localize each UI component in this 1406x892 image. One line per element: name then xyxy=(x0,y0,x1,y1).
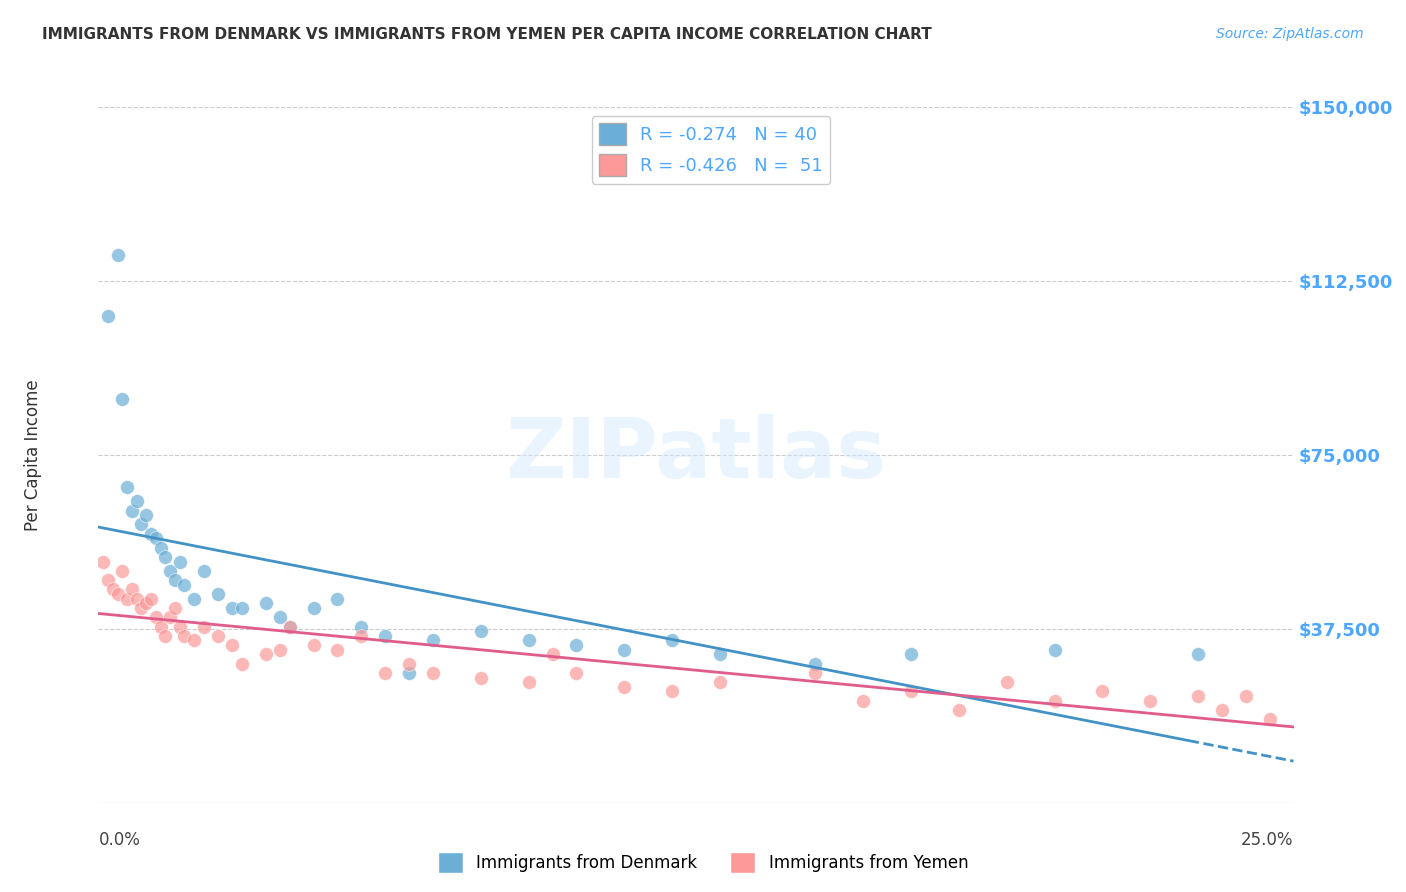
Point xyxy=(470,671,492,685)
Point xyxy=(350,629,373,643)
Point xyxy=(121,503,143,517)
Point xyxy=(613,680,636,694)
Point xyxy=(565,638,588,652)
Point xyxy=(125,591,148,606)
Point xyxy=(517,675,540,690)
Point xyxy=(374,629,396,643)
Point xyxy=(193,564,215,578)
Point xyxy=(326,591,349,606)
Point xyxy=(115,591,138,606)
Point xyxy=(661,684,683,698)
Point xyxy=(422,665,444,680)
Point xyxy=(661,633,683,648)
Point xyxy=(135,508,157,523)
Point xyxy=(193,619,215,633)
Text: 0.0%: 0.0% xyxy=(98,830,141,848)
Point xyxy=(900,648,922,662)
Point xyxy=(470,624,492,639)
Point xyxy=(149,541,172,555)
Point xyxy=(254,596,277,610)
Point xyxy=(398,657,420,671)
Point xyxy=(169,619,191,633)
Point xyxy=(709,648,731,662)
Point xyxy=(221,638,243,652)
Text: Per Capita Income: Per Capita Income xyxy=(24,379,42,531)
Point xyxy=(326,642,349,657)
Text: Source: ZipAtlas.com: Source: ZipAtlas.com xyxy=(1216,27,1364,41)
Point xyxy=(1258,712,1281,726)
Point xyxy=(163,601,186,615)
Point xyxy=(1043,694,1066,708)
Text: 25.0%: 25.0% xyxy=(1241,830,1294,848)
Point xyxy=(221,601,243,615)
Point xyxy=(517,633,540,648)
Point xyxy=(97,573,120,587)
Point xyxy=(111,392,134,407)
Point xyxy=(422,633,444,648)
Point xyxy=(231,601,253,615)
Point xyxy=(302,638,325,652)
Point xyxy=(183,633,205,648)
Text: ZIPatlas: ZIPatlas xyxy=(506,415,886,495)
Point xyxy=(101,582,124,597)
Point xyxy=(107,587,129,601)
Point xyxy=(900,684,922,698)
Point xyxy=(139,526,162,541)
Point xyxy=(1234,689,1257,703)
Legend: R = -0.274   N = 40, R = -0.426   N =  51: R = -0.274 N = 40, R = -0.426 N = 51 xyxy=(592,116,831,184)
Point xyxy=(1043,642,1066,657)
Point xyxy=(155,629,177,643)
Point xyxy=(107,248,129,262)
Point xyxy=(131,601,153,615)
Point xyxy=(183,591,205,606)
Point xyxy=(131,517,153,532)
Point xyxy=(149,619,172,633)
Point xyxy=(852,694,875,708)
Text: IMMIGRANTS FROM DENMARK VS IMMIGRANTS FROM YEMEN PER CAPITA INCOME CORRELATION C: IMMIGRANTS FROM DENMARK VS IMMIGRANTS FR… xyxy=(42,27,932,42)
Point xyxy=(1187,689,1209,703)
Point xyxy=(145,610,167,624)
Point xyxy=(121,582,143,597)
Point xyxy=(173,629,195,643)
Point xyxy=(1091,684,1114,698)
Point xyxy=(398,665,420,680)
Point xyxy=(115,480,138,494)
Point xyxy=(613,642,636,657)
Point xyxy=(1211,703,1233,717)
Point xyxy=(278,619,301,633)
Point xyxy=(163,573,186,587)
Point xyxy=(350,619,373,633)
Point xyxy=(139,591,162,606)
Point xyxy=(1187,648,1209,662)
Point xyxy=(254,648,277,662)
Point xyxy=(995,675,1018,690)
Point xyxy=(1139,694,1161,708)
Point xyxy=(125,494,148,508)
Point xyxy=(169,555,191,569)
Point xyxy=(155,549,177,564)
Point xyxy=(804,665,827,680)
Point xyxy=(207,629,229,643)
Point xyxy=(709,675,731,690)
Point xyxy=(804,657,827,671)
Point xyxy=(278,619,301,633)
Point xyxy=(302,601,325,615)
Point xyxy=(565,665,588,680)
Point xyxy=(145,532,167,546)
Point xyxy=(159,564,181,578)
Point xyxy=(374,665,396,680)
Point xyxy=(159,610,181,624)
Point xyxy=(541,648,564,662)
Point xyxy=(91,555,114,569)
Point xyxy=(948,703,970,717)
Point xyxy=(97,309,120,323)
Point xyxy=(269,642,291,657)
Point xyxy=(207,587,229,601)
Point xyxy=(135,596,157,610)
Point xyxy=(269,610,291,624)
Point xyxy=(173,578,195,592)
Point xyxy=(111,564,134,578)
Legend: Immigrants from Denmark, Immigrants from Yemen: Immigrants from Denmark, Immigrants from… xyxy=(432,846,974,880)
Point xyxy=(231,657,253,671)
